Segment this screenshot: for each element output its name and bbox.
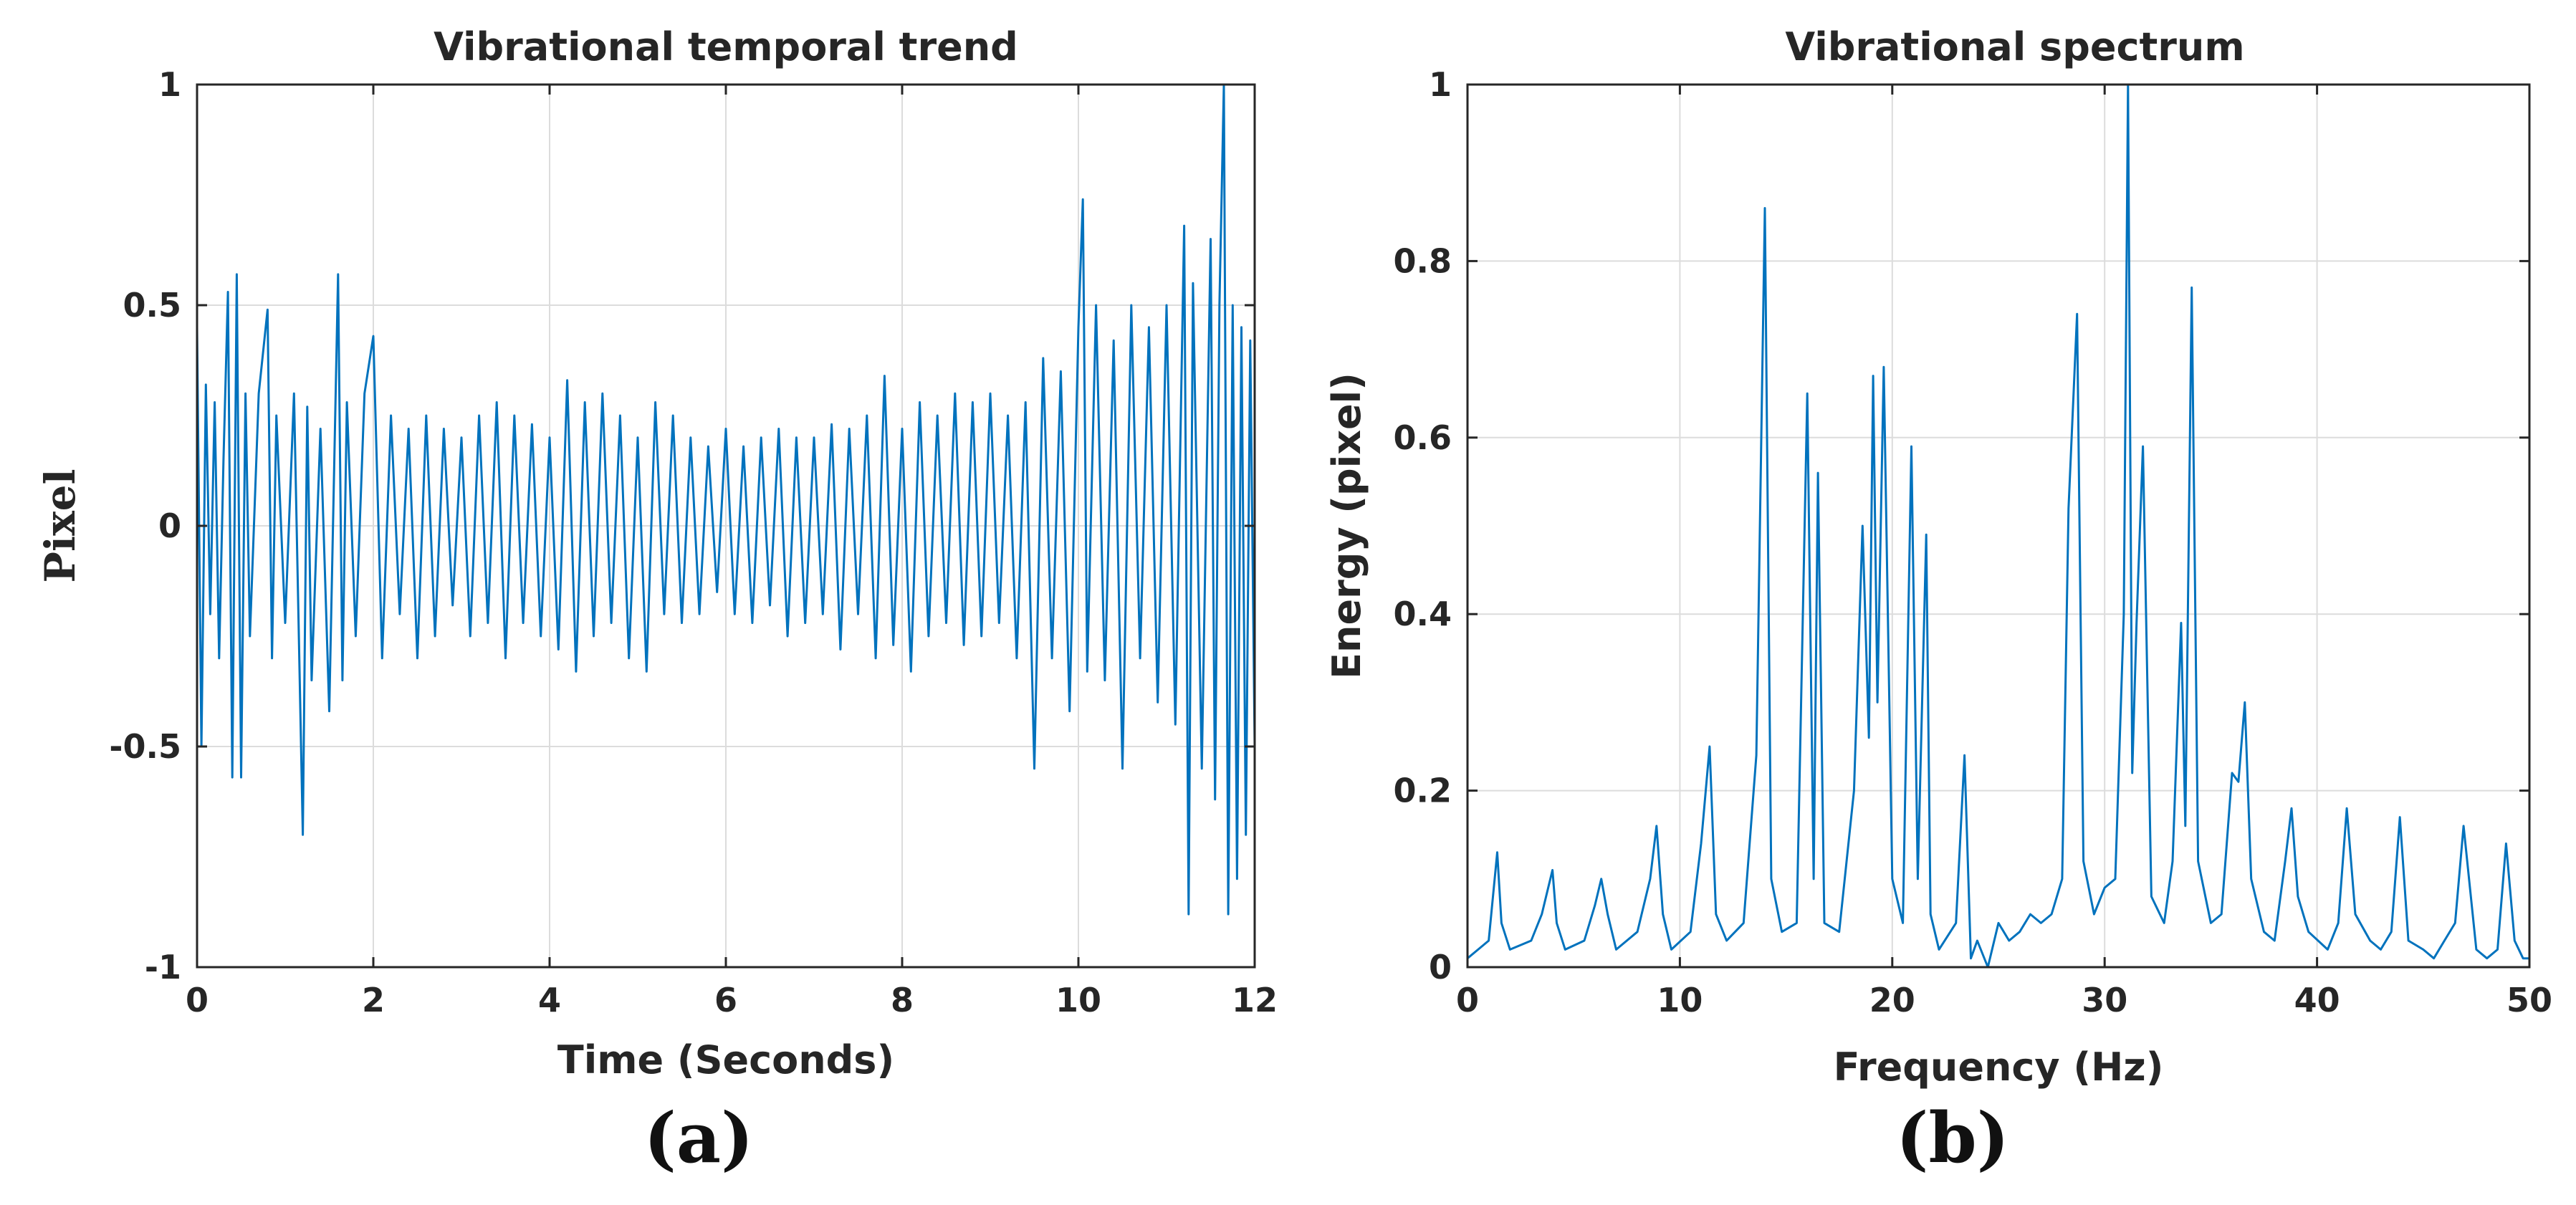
panel-a-series-line [196, 83, 1256, 916]
panel-b-caption: (b) [1896, 1098, 2009, 1178]
panel-a-y-tick-label: 1 [158, 65, 181, 104]
panel-a-y-tick-label: -0.5 [109, 727, 181, 766]
panel-b-y-tick-label: 1 [1429, 65, 1452, 104]
panel-b-x-tick-label: 0 [1456, 981, 1479, 1019]
panel-b-x-tick-label: 40 [2294, 981, 2340, 1019]
panel-a-x-tick-label: 4 [538, 981, 561, 1019]
panel-a-x-tick-label: 0 [186, 981, 209, 1019]
panel-b-y-tick-label: 0.6 [1394, 418, 1452, 457]
panel-b-y-ticks: 0 0.2 0.4 0.6 0.8 1 [1394, 65, 2529, 986]
panel-a-grid [196, 84, 1255, 968]
panel-b-x-tick-label: 10 [1657, 981, 1703, 1019]
panel-a-caption: (a) [643, 1098, 753, 1178]
panel-a-x-axis-label: Time (Seconds) [557, 1037, 894, 1082]
panel-a-x-tick-label: 2 [362, 981, 385, 1019]
panel-a-x-tick-label: 12 [1232, 981, 1278, 1019]
panel-a-y-axis-label: Pixel [36, 469, 85, 582]
panel-b-x-axis-label: Frequency (Hz) [1834, 1045, 2164, 1090]
panel-b-y-axis-label: Energy (pixel) [1324, 373, 1369, 679]
panel-a-x-ticks: 0 2 4 6 8 10 12 [186, 85, 1278, 1019]
panel-a-title: Vibrational temporal trend [434, 24, 1018, 69]
panel-b-axes-box [1466, 83, 2531, 969]
panel-a-y-tick-label: -1 [145, 948, 181, 986]
panel-a-x-tick-label: 8 [891, 981, 914, 1019]
panel-b-y-tick-label: 0.8 [1394, 241, 1452, 280]
panel-b-x-tick-label: 50 [2506, 981, 2552, 1019]
panel-b-series-line [1467, 83, 2529, 969]
panel-a-x-tick-label: 6 [714, 981, 737, 1019]
panel-b-y-tick-label: 0 [1429, 948, 1452, 986]
panel-a-y-ticks: -1 -0.5 0 0.5 1 [109, 65, 1255, 986]
panel-b-y-tick-label: 0.4 [1394, 595, 1452, 633]
panel-b-y-tick-label: 0.2 [1394, 772, 1452, 810]
panel-b-x-tick-label: 30 [2082, 981, 2127, 1019]
panel-a-x-tick-label: 10 [1055, 981, 1101, 1019]
panel-b-x-tick-label: 20 [1869, 981, 1915, 1019]
panel-b-grid [1467, 84, 2530, 968]
panel-b-series [1467, 83, 2529, 969]
panel-a-series [196, 83, 1256, 916]
panel-b-x-ticks: 0 10 20 30 40 50 [1456, 85, 2552, 1019]
panel-a-y-tick-label: 0 [158, 507, 181, 545]
panel-a-temporal-trend: Vibrational temporal trend 0 2 4 6 8 10 12 -1-… [36, 24, 1278, 1178]
panel-b-title: Vibrational spectrum [1785, 24, 2244, 69]
panel-a-y-tick-label: 0.5 [123, 286, 182, 325]
panel-b-spectrum: Vibrational spectrum 0 10 20 30 40 50 0 0.2 0.4… [1324, 24, 2552, 1178]
